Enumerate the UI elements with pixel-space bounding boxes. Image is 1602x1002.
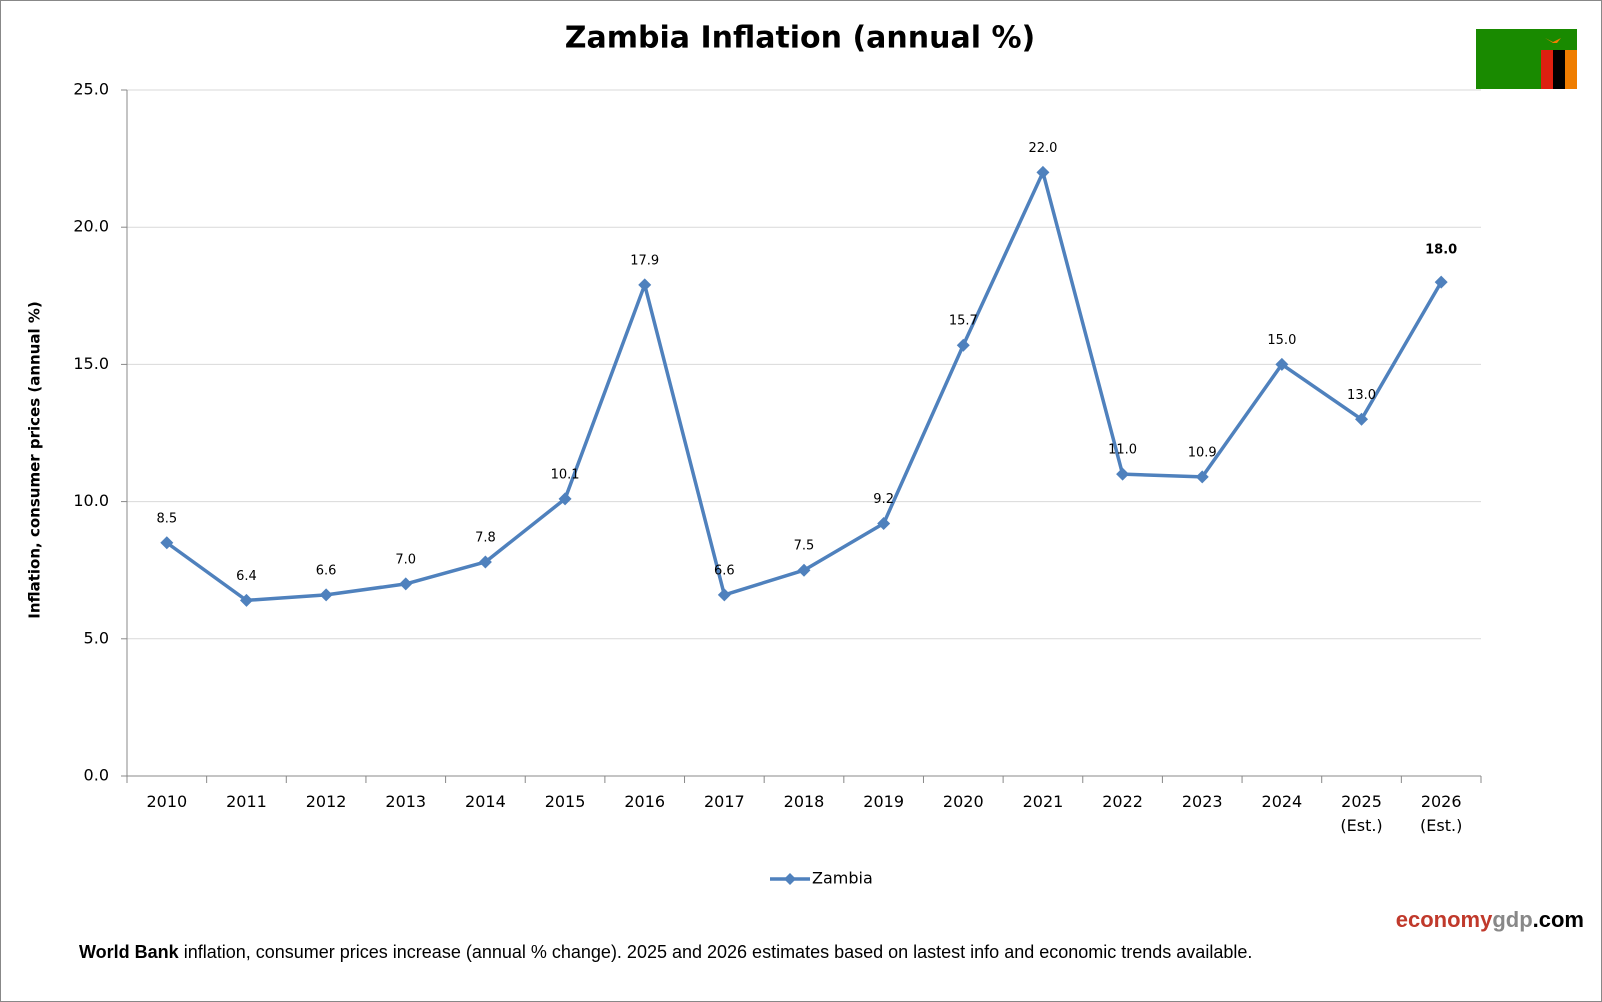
x-tick-label: 2016 [624, 792, 665, 811]
x-tick-label: 2023 [1182, 792, 1223, 811]
x-tick-label: 2013 [385, 792, 426, 811]
chart-title: Zambia Inflation (annual %) [565, 21, 1036, 56]
x-tick-label: 2022 [1102, 792, 1143, 811]
flag [1476, 29, 1577, 89]
data-label: 9.2 [873, 492, 894, 507]
data-label: 11.0 [1108, 443, 1137, 458]
data-point [717, 588, 731, 602]
y-tick-label: 20.0 [73, 217, 109, 236]
y-tick-label: 15.0 [73, 354, 109, 373]
data-label: 10.9 [1188, 445, 1217, 460]
data-point [1434, 275, 1448, 289]
data-label: 22.0 [1028, 141, 1057, 156]
x-tick-label: 2017 [704, 792, 745, 811]
data-point [877, 517, 891, 531]
data-point [1195, 470, 1209, 484]
data-point [399, 577, 413, 591]
data-label: 15.0 [1267, 333, 1296, 348]
x-tick-label: 2024 [1262, 792, 1303, 811]
data-label: 18.0 [1425, 243, 1457, 258]
data-label: 7.5 [794, 539, 815, 554]
y-tick-label: 5.0 [84, 628, 109, 647]
data-point [478, 555, 492, 569]
data-point [1355, 412, 1369, 426]
y-tick-label: 25.0 [73, 80, 109, 99]
data-point [239, 593, 253, 607]
y-tick-label: 0.0 [84, 766, 109, 785]
x-tick-label: 2010 [146, 792, 187, 811]
data-point [1275, 357, 1289, 371]
y-axis-title: Inflation, consumer prices (annual %) [26, 301, 44, 619]
source-text: inflation, consumer prices increase (ann… [184, 942, 1253, 962]
legend-marker [784, 873, 796, 885]
x-tick-label: 2018 [784, 792, 825, 811]
data-label: 6.6 [316, 563, 337, 578]
x-tick-label: 2015 [545, 792, 586, 811]
data-label: 6.6 [714, 563, 735, 578]
y-tick-label: 10.0 [73, 491, 109, 510]
x-tick-label: 2014 [465, 792, 506, 811]
data-point [1036, 165, 1050, 179]
data-label: 8.5 [156, 511, 177, 526]
x-tick-label: 2026 (Est.) [1420, 792, 1462, 835]
x-tick-label: 2020 [943, 792, 984, 811]
data-point [319, 588, 333, 602]
data-point [558, 492, 572, 506]
data-label: 6.4 [236, 569, 257, 584]
x-tick-label: 2021 [1023, 792, 1064, 811]
data-label: 13.0 [1347, 388, 1376, 403]
data-label: 17.9 [630, 253, 659, 268]
data-label: 15.7 [949, 314, 978, 329]
data-label: 7.8 [475, 530, 496, 545]
x-tick-label: 2012 [306, 792, 347, 811]
data-label: 10.1 [551, 467, 580, 482]
x-tick-label: 2019 [863, 792, 904, 811]
data-point [956, 338, 970, 352]
data-point [797, 563, 811, 577]
data-point [638, 278, 652, 292]
source-bold: World Bank [79, 942, 180, 962]
legend-label: Zambia [812, 869, 873, 888]
data-point [1116, 467, 1130, 481]
watermark-part: .com [1533, 907, 1584, 932]
data-label: 7.0 [395, 552, 416, 567]
source-note: World Bank inflation, consumer prices in… [79, 942, 1252, 962]
watermark-part: economy [1396, 907, 1493, 932]
watermark-part: gdp [1492, 907, 1532, 932]
data-point [160, 536, 174, 550]
watermark: economygdp.com [1396, 907, 1584, 932]
x-tick-label: 2011 [226, 792, 267, 811]
x-tick-label: 2025 (Est.) [1340, 792, 1382, 835]
